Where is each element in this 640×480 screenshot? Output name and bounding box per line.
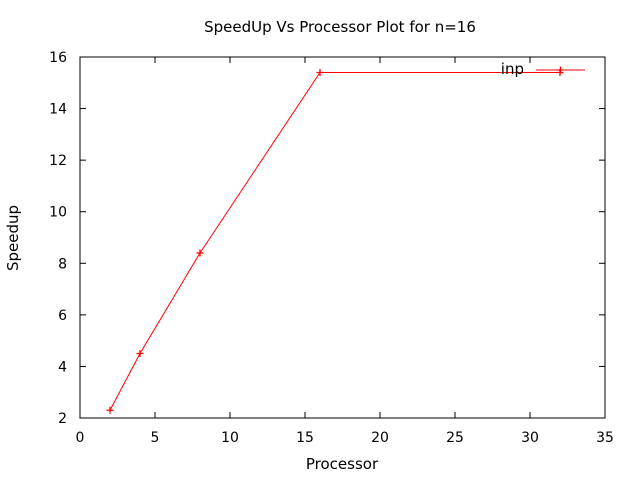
x-tick-label: 0	[76, 430, 85, 446]
x-tick-label: 15	[296, 430, 314, 446]
x-tick-label: 25	[446, 430, 464, 446]
y-tick-label: 6	[58, 308, 67, 324]
chart-title: SpeedUp Vs Processor Plot for n=16	[204, 18, 476, 36]
series-layer	[106, 68, 564, 414]
y-axis-title: Speedup	[4, 205, 22, 271]
data-point	[106, 406, 114, 414]
x-axis-title: Processor	[306, 455, 379, 473]
x-axis-ticks: 0 5 10 15 20 25 30 35	[76, 57, 614, 446]
y-tick-label: 4	[58, 359, 67, 375]
x-tick-label: 20	[371, 430, 389, 446]
data-point	[196, 249, 204, 257]
y-tick-label: 16	[49, 50, 67, 66]
x-tick-label: 30	[521, 430, 539, 446]
series-line-inp	[109, 71, 560, 411]
legend: inp	[501, 60, 585, 78]
y-tick-label: 2	[58, 411, 67, 427]
x-tick-label: 5	[151, 430, 160, 446]
legend-point-marker	[557, 66, 564, 74]
x-tick-label: 35	[596, 430, 614, 446]
data-point	[316, 68, 324, 76]
x-tick-label: 10	[221, 430, 239, 446]
plot-frame	[79, 56, 606, 419]
legend-label-inp: inp	[501, 60, 524, 78]
data-point	[136, 350, 144, 358]
y-axis-ticks: 2 4 6 8 10 12 14 16	[49, 50, 605, 427]
y-tick-label: 14	[49, 102, 67, 118]
y-tick-label: 8	[58, 256, 67, 272]
legend-marker-inp	[557, 66, 564, 74]
y-tick-label: 10	[49, 205, 67, 221]
y-tick-label: 12	[49, 153, 67, 169]
